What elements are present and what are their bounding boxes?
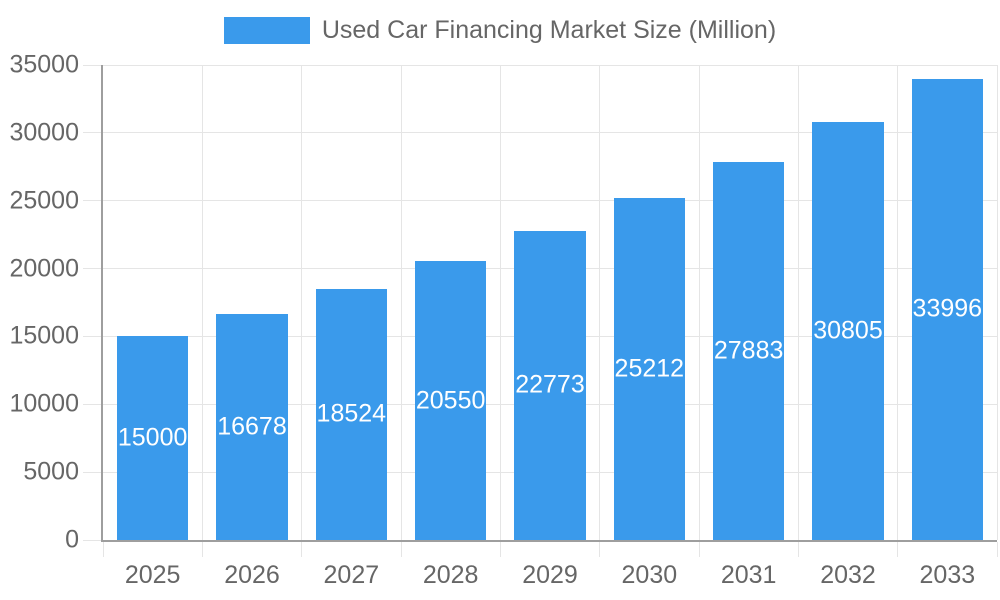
x-axis-label: 2027 (323, 561, 380, 589)
x-tick (102, 542, 104, 557)
y-tick (83, 268, 101, 270)
y-axis-label: 35000 (9, 50, 79, 79)
bar-value-label: 22773 (515, 370, 585, 399)
x-axis-label: 2029 (522, 561, 578, 589)
bar: 18524 (315, 288, 387, 540)
plot-area: 0 5000 10000 15000 20000 25000 30000 35000 15000… (9, 51, 998, 589)
x-tick (698, 542, 700, 557)
bar: 25212 (613, 197, 685, 540)
x-axis-label: 2025 (124, 561, 181, 589)
chart-legend: Used Car Financing Market Size (Million) (0, 16, 1000, 45)
x-tick (301, 542, 303, 557)
bar-value-label: 20550 (415, 386, 486, 415)
gridline-v (897, 65, 899, 540)
bar-value-label: 25212 (614, 354, 685, 383)
x-axis-label: 2028 (422, 561, 479, 589)
x-axis-label: 2033 (919, 561, 976, 589)
x-tick (897, 542, 899, 557)
bar: 22773 (514, 230, 586, 540)
y-axis-label: 0 (65, 525, 79, 554)
gridline-h (103, 132, 997, 134)
y-tick (83, 132, 101, 134)
x-axis-label: 2032 (820, 561, 876, 589)
x-axis-label: 2031 (720, 561, 777, 589)
y-tick (83, 200, 101, 202)
gridline-v (797, 65, 799, 540)
gridline-v (599, 65, 601, 540)
y-axis-label: 15000 (9, 321, 79, 350)
bar-value-label: 33996 (912, 294, 983, 323)
bar-value-label: 27883 (713, 336, 784, 365)
x-tick (201, 542, 203, 557)
gridline-v (996, 65, 998, 540)
gridline-h (103, 200, 997, 202)
bar-value-label: 18524 (316, 399, 387, 428)
bar: 30805 (812, 121, 884, 540)
gridline-v (400, 65, 402, 540)
bar: 33996 (911, 78, 983, 540)
bar-value-label: 30805 (813, 316, 883, 345)
gridline-v (301, 65, 303, 540)
bar: 16678 (216, 313, 288, 540)
y-tick (83, 539, 101, 541)
y-tick (83, 64, 101, 66)
bar: 27883 (713, 161, 785, 540)
x-axis-label: 2030 (621, 561, 678, 589)
y-axis-label: 30000 (9, 118, 79, 147)
x-tick (996, 542, 998, 557)
gridline-v (499, 65, 501, 540)
y-tick (83, 471, 101, 473)
bar: 20550 (415, 261, 487, 540)
x-axis-label: 2026 (224, 561, 280, 589)
y-axis-label: 20000 (9, 254, 79, 283)
gridline-v (201, 65, 203, 540)
x-tick (499, 542, 501, 557)
x-tick (797, 542, 799, 557)
legend-swatch (223, 17, 310, 44)
y-tick (83, 403, 101, 405)
y-axis-label: 10000 (9, 389, 79, 418)
y-axis-label: 5000 (23, 457, 79, 486)
bar: 15000 (117, 336, 189, 540)
y-tick (83, 335, 101, 337)
x-tick (400, 542, 402, 557)
legend-label: Used Car Financing Market Size (Million) (321, 16, 777, 44)
bar-value-label: 15000 (117, 423, 188, 452)
gridline-v (698, 65, 700, 540)
gridline-h (103, 64, 997, 66)
x-tick (599, 542, 601, 557)
y-axis-label: 25000 (9, 186, 79, 215)
bar-value-label: 16678 (217, 412, 287, 441)
